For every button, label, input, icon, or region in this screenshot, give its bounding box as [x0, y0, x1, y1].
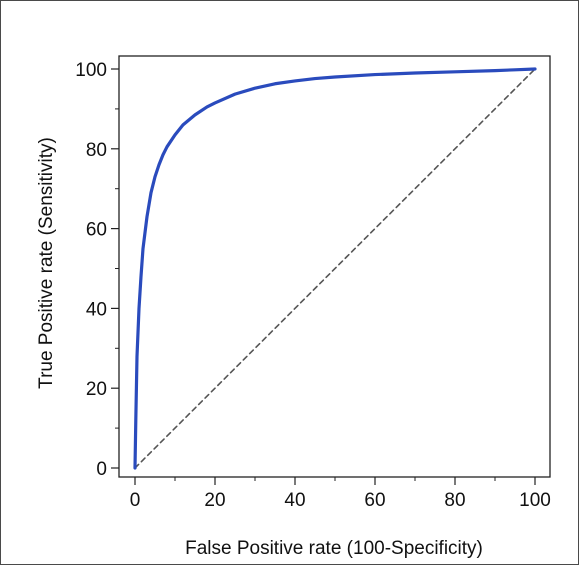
x-tick-label: 60	[364, 490, 385, 511]
y-tick-label: 20	[86, 379, 107, 400]
y-tick-label: 40	[86, 299, 107, 320]
x-tick-label: 40	[284, 490, 305, 511]
x-tick-label: 20	[204, 490, 225, 511]
y-tick-label: 100	[75, 60, 107, 81]
roc-curve-line	[133, 67, 537, 470]
series-layer	[133, 67, 537, 470]
y-tick-label: 60	[86, 220, 107, 241]
plot-area	[118, 55, 551, 478]
x-tick-label: 100	[519, 490, 551, 511]
x-axis: 0 20 40 60 80 100	[130, 477, 551, 511]
y-axis-title: True Positive rate (Sensitivity)	[36, 137, 57, 389]
y-tick-label: 80	[86, 140, 107, 161]
y-axis: 0 20 40 60 80 100	[75, 60, 119, 480]
y-tick-label: 0	[96, 459, 107, 480]
x-tick-label: 80	[444, 490, 465, 511]
x-tick-label: 0	[130, 490, 141, 511]
reference-diagonal-line	[134, 68, 536, 469]
x-axis-title: False Positive rate (100-Specificity)	[185, 538, 483, 559]
